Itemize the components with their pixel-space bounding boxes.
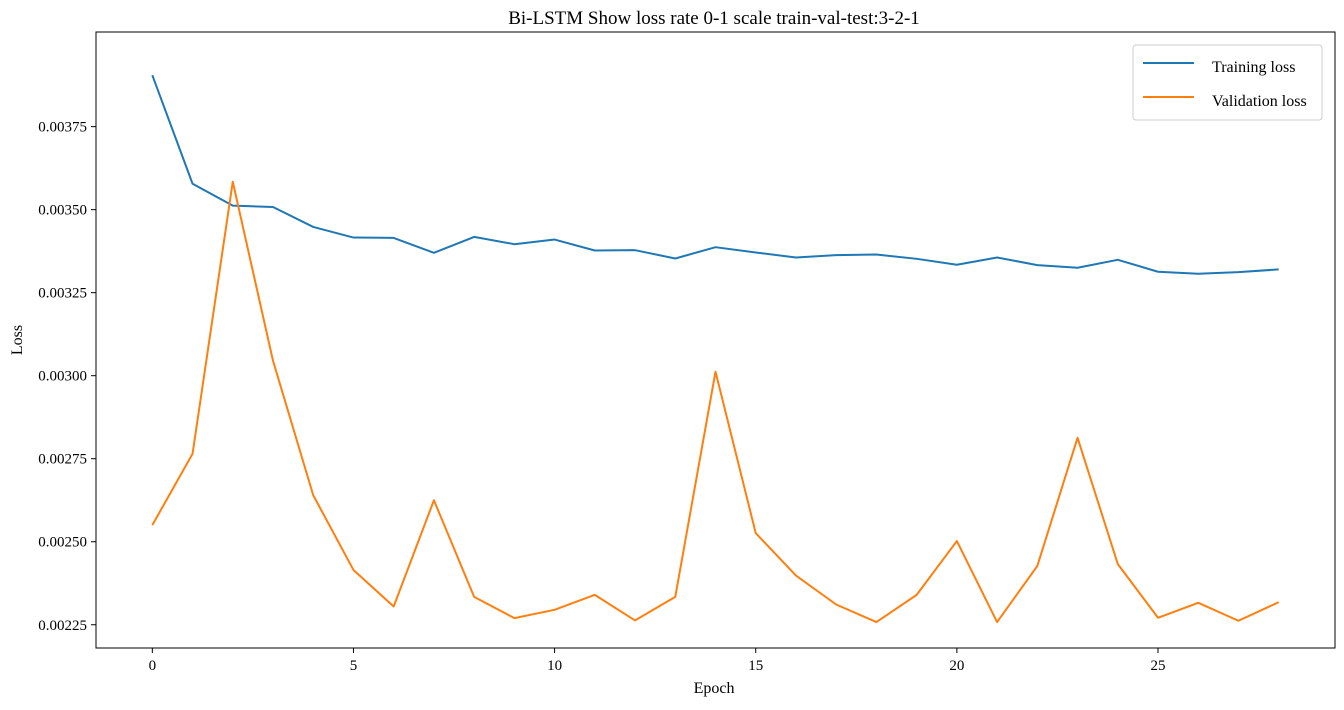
legend: Training loss Validation loss: [1132, 44, 1323, 121]
plot-frame: [95, 31, 1336, 649]
y-tick-label: 0.00225: [38, 618, 87, 634]
x-tick-label: 10: [547, 658, 562, 674]
legend-label-training-loss: Training loss: [1212, 59, 1295, 76]
x-axis-label: Epoch: [694, 680, 735, 697]
x-tick-label: 15: [748, 658, 763, 674]
series-layer: [151, 74, 1280, 624]
series-line-validation-loss: [151, 180, 1280, 624]
series-line-training-loss: [151, 74, 1279, 275]
y-tick-label: 0.00300: [38, 369, 87, 385]
y-tick-label: 0.00250: [38, 535, 87, 551]
x-tick-label: 5: [350, 658, 358, 674]
x-tick-label: 20: [949, 658, 964, 674]
y-axis-label: Loss: [9, 325, 26, 355]
legend-label-validation-loss: Validation loss: [1212, 93, 1307, 110]
x-tick-label: 25: [1151, 658, 1166, 674]
y-tick-label: 0.00350: [38, 203, 87, 219]
y-axis: 0.00225 0.00250 0.00275 0.00300 0.00325 0.003…: [38, 120, 96, 634]
y-tick-label: 0.00325: [38, 286, 87, 302]
chart-title: Bi-LSTM Show loss rate 0-1 scale train-v…: [508, 8, 920, 29]
y-tick-label: 0.00375: [38, 120, 87, 136]
x-axis: 0 5 10 15 20 25: [149, 648, 1166, 674]
y-tick-label: 0.00275: [38, 452, 87, 468]
x-tick-label: 0: [149, 658, 157, 674]
